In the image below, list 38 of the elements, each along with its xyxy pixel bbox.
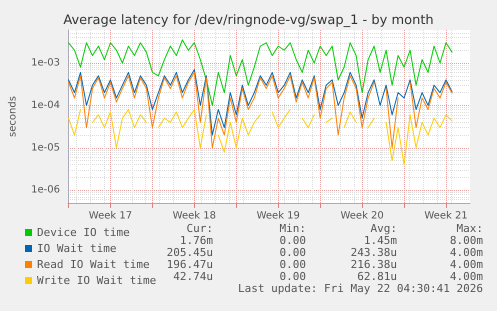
text: Min: [280, 222, 306, 235]
legend-label: Read IO Wait time [37, 258, 150, 271]
x-tick-label: Week 21 [424, 210, 468, 222]
x-tick-label: Week 19 [256, 210, 300, 222]
x-tick-label: Week 17 [88, 210, 132, 222]
text: Last update: Fri May 22 04:30:41 2026 [238, 282, 483, 295]
text: Cur: [186, 222, 213, 235]
legend-label: IO Wait time [37, 242, 116, 255]
line-series [68, 69, 453, 136]
text: 8.00m [450, 234, 483, 247]
legend-label: Device IO time [37, 226, 130, 239]
text: 0.00 [280, 258, 306, 271]
text: Avg: [370, 222, 397, 235]
legend-label: Write IO Wait time [37, 274, 156, 287]
text: 205.45u [166, 246, 213, 259]
y-axis-title: seconds [8, 96, 18, 137]
text: 1.45m [364, 234, 397, 247]
chart-title: Average latency for /dev/ringnode-vg/swap_1 - by month [63, 13, 434, 28]
text: Max: [456, 222, 483, 235]
y-tick-label: 1e-06 [31, 184, 60, 196]
x-tick-label: Week 20 [340, 210, 384, 222]
line-series [68, 39, 453, 106]
text: 216.38u [350, 258, 397, 271]
text: 0.00 [280, 246, 306, 259]
text: 243.38u [350, 246, 397, 259]
y-tick-label: 1e-04 [31, 100, 60, 111]
text: 196.47u [166, 258, 213, 271]
x-tick-label: Week 18 [172, 210, 216, 222]
y-tick-label: 1e-05 [31, 142, 60, 154]
text: 62.81u [357, 270, 397, 283]
text: 0.00 [280, 234, 306, 247]
text: 4.00m [450, 246, 483, 259]
text: 1.76m [180, 234, 213, 247]
y-tick-label: 1e-03 [31, 58, 60, 68]
text: 4.00m [450, 258, 483, 271]
text: 0.00 [280, 270, 306, 283]
text: 4.00m [450, 270, 483, 283]
text: 42.74u [173, 270, 213, 283]
